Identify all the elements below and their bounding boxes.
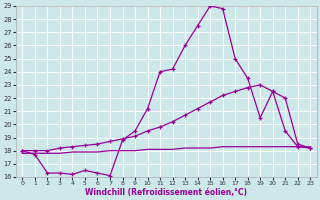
X-axis label: Windchill (Refroidissement éolien,°C): Windchill (Refroidissement éolien,°C) — [85, 188, 247, 197]
